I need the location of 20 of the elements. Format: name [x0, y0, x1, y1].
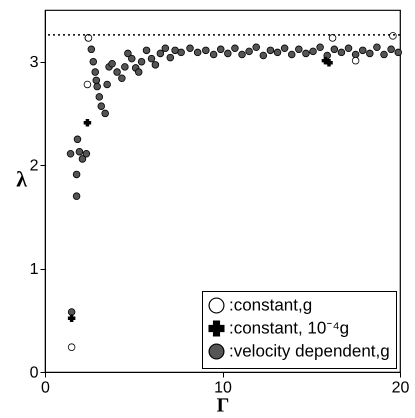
y-tick-label: 1	[30, 261, 39, 278]
point	[68, 314, 76, 322]
point	[389, 32, 397, 40]
x-tick-label: 10	[214, 380, 232, 396]
point	[68, 343, 76, 351]
x-axis-title: Γ	[216, 394, 230, 416]
y-axis-title: λ	[16, 166, 28, 192]
point	[84, 80, 92, 88]
legend-label: :constant,g	[229, 296, 312, 314]
point	[328, 34, 336, 42]
y-tick-label: 0	[30, 364, 39, 382]
x-tick-label: 20	[392, 380, 410, 396]
y-tick-label: 3	[30, 54, 39, 72]
point	[325, 58, 333, 67]
point	[352, 56, 360, 64]
y-tick-label: 2	[30, 158, 39, 175]
legend-label: :constant, 10⁻⁴g	[229, 318, 350, 338]
point	[84, 118, 92, 126]
x-tick-label: 0	[41, 380, 50, 396]
legend-label: :velocity dependent,g	[229, 342, 390, 360]
